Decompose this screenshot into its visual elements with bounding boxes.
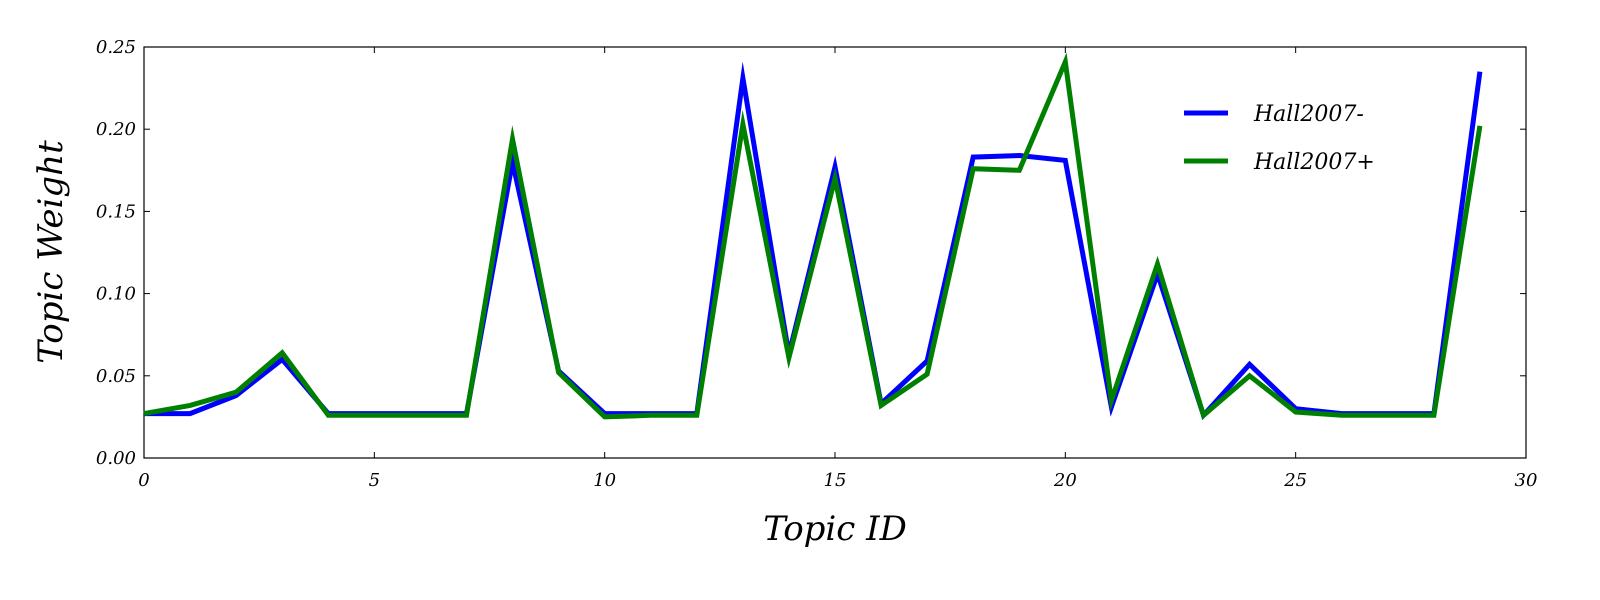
- x-axis-title: Topic ID: [763, 509, 907, 549]
- series-line-2: [143, 52, 1483, 420]
- y-axis: 0.00 0.05 0.10 0.15 0.20 0.25: [96, 37, 1526, 469]
- x-tick-label: 10: [593, 470, 616, 491]
- series-layer: [143, 52, 1483, 421]
- y-tick-label: 0.10: [96, 284, 136, 305]
- y-tick-label: 0.25: [96, 37, 136, 58]
- x-tick-label: 25: [1283, 470, 1307, 491]
- x-tick-label: 30: [1515, 470, 1538, 491]
- x-tick-label: 15: [824, 470, 847, 491]
- legend-label: Hall2007+: [1253, 150, 1375, 175]
- y-axis-title: Topic Weight: [31, 140, 71, 364]
- y-tick-label: 0.05: [96, 366, 136, 387]
- legend: Hall2007- Hall2007+: [1184, 102, 1375, 175]
- x-tick-label: 0: [138, 470, 149, 491]
- x-axis: 0 5 10 15 20 25 30: [138, 47, 1537, 491]
- plot-area: [143, 46, 1527, 459]
- y-tick-label: 0.15: [96, 201, 136, 222]
- y-tick-label: 0.20: [96, 119, 136, 140]
- y-tick-label: 0.00: [96, 448, 136, 469]
- x-tick-label: 5: [369, 470, 380, 491]
- legend-label: Hall2007-: [1253, 102, 1364, 127]
- x-tick-label: 20: [1053, 470, 1077, 491]
